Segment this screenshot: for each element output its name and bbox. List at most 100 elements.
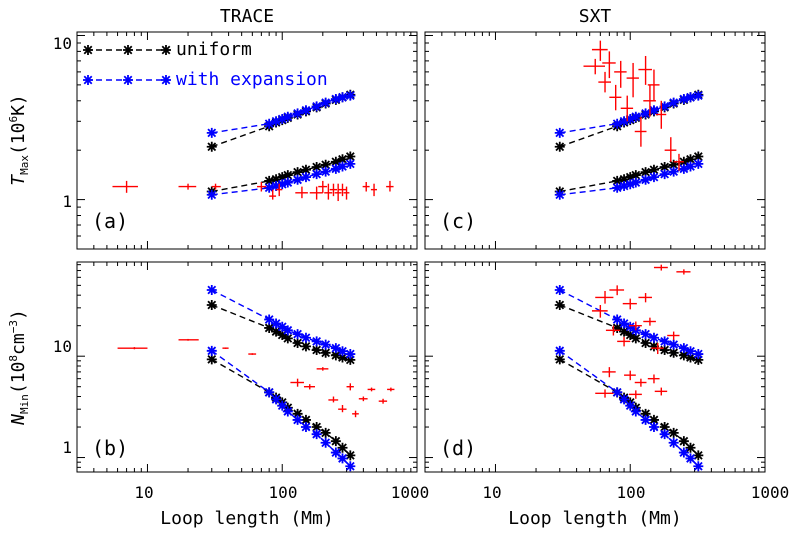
model-point-c-uniform [625, 172, 636, 183]
ylabel-bottom: NMin(108cm−3) [7, 309, 31, 426]
model-point-a-expansion [345, 158, 356, 169]
panel-label-c: (c) [440, 209, 476, 233]
model-point-d-expansion [659, 336, 670, 347]
model-point-a-expansion [345, 90, 356, 101]
model-point-b-expansion [320, 339, 331, 350]
xlabel-left: Loop length (Mm) [160, 508, 333, 529]
model-point-a-uniform [330, 156, 341, 167]
model-point-a-uniform [282, 170, 293, 181]
model-point-b-uniform [300, 341, 311, 352]
model-point-a-expansion [300, 105, 311, 116]
model-point-d-uniform [668, 347, 679, 358]
model-point-c-expansion [625, 113, 636, 124]
model-point-d-uniform [554, 299, 565, 310]
model-point-b-uniform [337, 442, 348, 453]
model-point-d-expansion [612, 387, 623, 398]
model-point-b-expansion [292, 329, 303, 340]
model-point-d-expansion [678, 343, 689, 354]
model-point-b-uniform [311, 345, 322, 356]
panel-label-b: (b) [92, 436, 128, 460]
ytick-a-1: 1 [62, 192, 72, 211]
xtick-right-10: 10 [482, 483, 501, 502]
model-point-d-expansion [685, 453, 696, 464]
legend-marker-uniform [123, 45, 133, 55]
ytick-a-10: 10 [53, 34, 72, 53]
model-point-d-expansion [678, 447, 689, 458]
model-point-c-uniform [612, 175, 623, 186]
model-point-c-expansion [630, 177, 641, 188]
model-point-a-expansion [330, 163, 341, 174]
model-point-d-expansion [648, 332, 659, 343]
model-point-c-expansion [625, 179, 636, 190]
model-point-d-uniform [693, 450, 704, 461]
model-point-c-expansion [612, 182, 623, 193]
model-point-d-uniform [693, 354, 704, 365]
model-point-a-expansion [282, 177, 293, 188]
model-point-c-expansion [648, 172, 659, 183]
model-point-b-uniform [206, 299, 217, 310]
panel-label-d: (d) [440, 436, 476, 460]
panel-c-frame [424, 31, 766, 250]
model-point-c-expansion [693, 90, 704, 101]
model-line-a-expansion [211, 94, 351, 134]
model-point-c-expansion [630, 111, 641, 122]
model-point-b-uniform [277, 329, 288, 340]
model-point-c-expansion [554, 127, 565, 138]
model-point-d-uniform [668, 427, 679, 438]
model-point-a-expansion [292, 174, 303, 185]
model-point-d-expansion [554, 345, 565, 356]
panel-d-frame [424, 261, 766, 473]
model-point-d-expansion [625, 400, 636, 411]
model-point-a-expansion [337, 92, 348, 103]
model-point-b-expansion [345, 461, 356, 472]
model-point-c-expansion [693, 158, 704, 169]
model-point-b-expansion [277, 400, 288, 411]
model-point-c-expansion [640, 174, 651, 185]
model-point-b-expansion [320, 437, 331, 448]
model-point-c-expansion [678, 163, 689, 174]
model-point-a-expansion [264, 118, 275, 129]
model-point-d-uniform [625, 329, 636, 340]
model-point-b-uniform [206, 354, 217, 365]
model-point-c-uniform [648, 164, 659, 175]
model-point-b-expansion [277, 321, 288, 332]
xtick-left-100: 100 [269, 483, 298, 502]
xtick-left-10: 10 [134, 483, 153, 502]
model-point-a-uniform [345, 151, 356, 162]
model-point-a-expansion [282, 111, 293, 122]
model-point-b-expansion [282, 325, 293, 336]
model-point-d-uniform [659, 422, 670, 433]
model-point-b-uniform [292, 337, 303, 348]
model-point-a-expansion [311, 101, 322, 112]
model-point-b-expansion [330, 447, 341, 458]
model-point-a-uniform [206, 141, 217, 152]
legend-marker-uniform [161, 45, 171, 55]
model-point-b-uniform [282, 333, 293, 344]
model-point-a-expansion [277, 113, 288, 124]
model-point-c-expansion [619, 116, 630, 127]
model-point-a-expansion [292, 108, 303, 119]
model-point-c-uniform [685, 154, 696, 165]
model-point-b-uniform [320, 427, 331, 438]
model-point-d-expansion [640, 414, 651, 425]
model-point-d-uniform [554, 354, 565, 365]
model-point-d-uniform [678, 436, 689, 447]
model-point-c-uniform [630, 170, 641, 181]
model-line-b-expansion [211, 350, 351, 467]
model-point-b-expansion [271, 394, 282, 405]
model-point-c-uniform [640, 167, 651, 178]
model-point-d-expansion [668, 339, 679, 350]
model-point-d-expansion [659, 429, 670, 440]
model-point-c-expansion [659, 169, 670, 180]
model-point-a-expansion [300, 172, 311, 183]
model-point-a-uniform [320, 159, 331, 170]
model-point-c-uniform [554, 141, 565, 152]
model-point-d-expansion [554, 284, 565, 295]
model-point-b-expansion [311, 336, 322, 347]
model-point-d-uniform [659, 345, 670, 356]
model-point-d-uniform [640, 337, 651, 348]
ylabel-top: TMax(106K) [7, 94, 31, 186]
model-point-b-expansion [300, 332, 311, 343]
